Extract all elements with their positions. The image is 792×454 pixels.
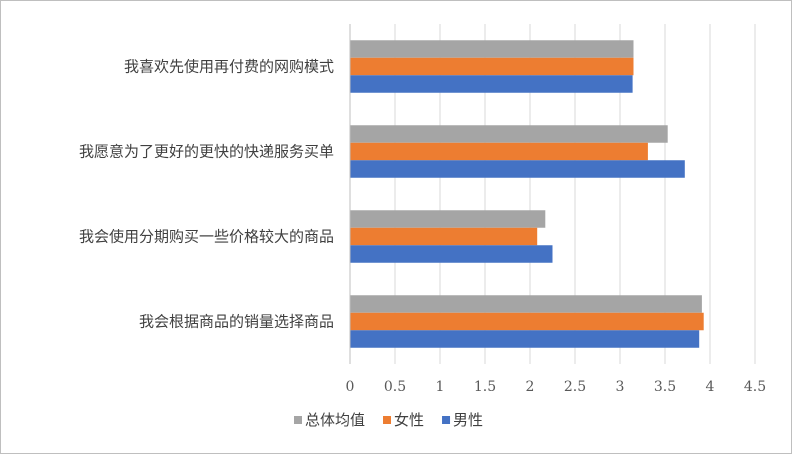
bar: [350, 312, 704, 331]
legend-label: 女性: [394, 411, 424, 429]
x-tick-label: 3.5: [654, 379, 676, 395]
x-tick-label: 0: [346, 379, 355, 395]
bar: [350, 210, 546, 228]
bar: [350, 227, 538, 246]
legend-label: 总体均值: [305, 411, 365, 429]
category-label: 我愿意为了更好的更快的快递服务买单: [79, 143, 334, 161]
category-labels: 我喜欢先使用再付费的网购模式我愿意为了更好的更快的快递服务买单我会使用分期购买一…: [79, 58, 334, 331]
bar: [350, 245, 553, 263]
bar: [350, 75, 633, 93]
bar: [350, 160, 685, 178]
x-tick-label: 1: [436, 379, 445, 395]
category-label: 我喜欢先使用再付费的网购模式: [124, 58, 334, 76]
x-tick-label: 4: [706, 379, 715, 395]
category-label: 我会根据商品的销量选择商品: [139, 313, 334, 331]
legend-label: 男性: [453, 411, 483, 429]
bar: [350, 142, 648, 161]
category-label: 我会使用分期购买一些价格较大的商品: [79, 228, 334, 246]
bars: [350, 40, 704, 348]
bar: [350, 295, 702, 313]
legend-swatch: [294, 416, 302, 424]
x-tick-label: 0.5: [384, 379, 406, 395]
x-tick-label: 3: [616, 379, 625, 395]
legend-swatch: [383, 416, 392, 424]
bar: [350, 57, 634, 76]
x-tick-label: 4.5: [744, 379, 766, 395]
x-tick-label: 2: [526, 379, 535, 395]
x-tick-label: 1.5: [474, 379, 496, 395]
tick-labels: 0 0.5 1 1.5 2 2.5 3 3.5 4 4.5: [346, 379, 767, 395]
bar: [350, 40, 634, 58]
legend: 总体均值 女性 男性: [294, 411, 483, 429]
bar: [350, 330, 700, 348]
x-tick-label: 2.5: [564, 379, 586, 395]
legend-swatch: [442, 416, 451, 424]
bar: [350, 125, 668, 143]
